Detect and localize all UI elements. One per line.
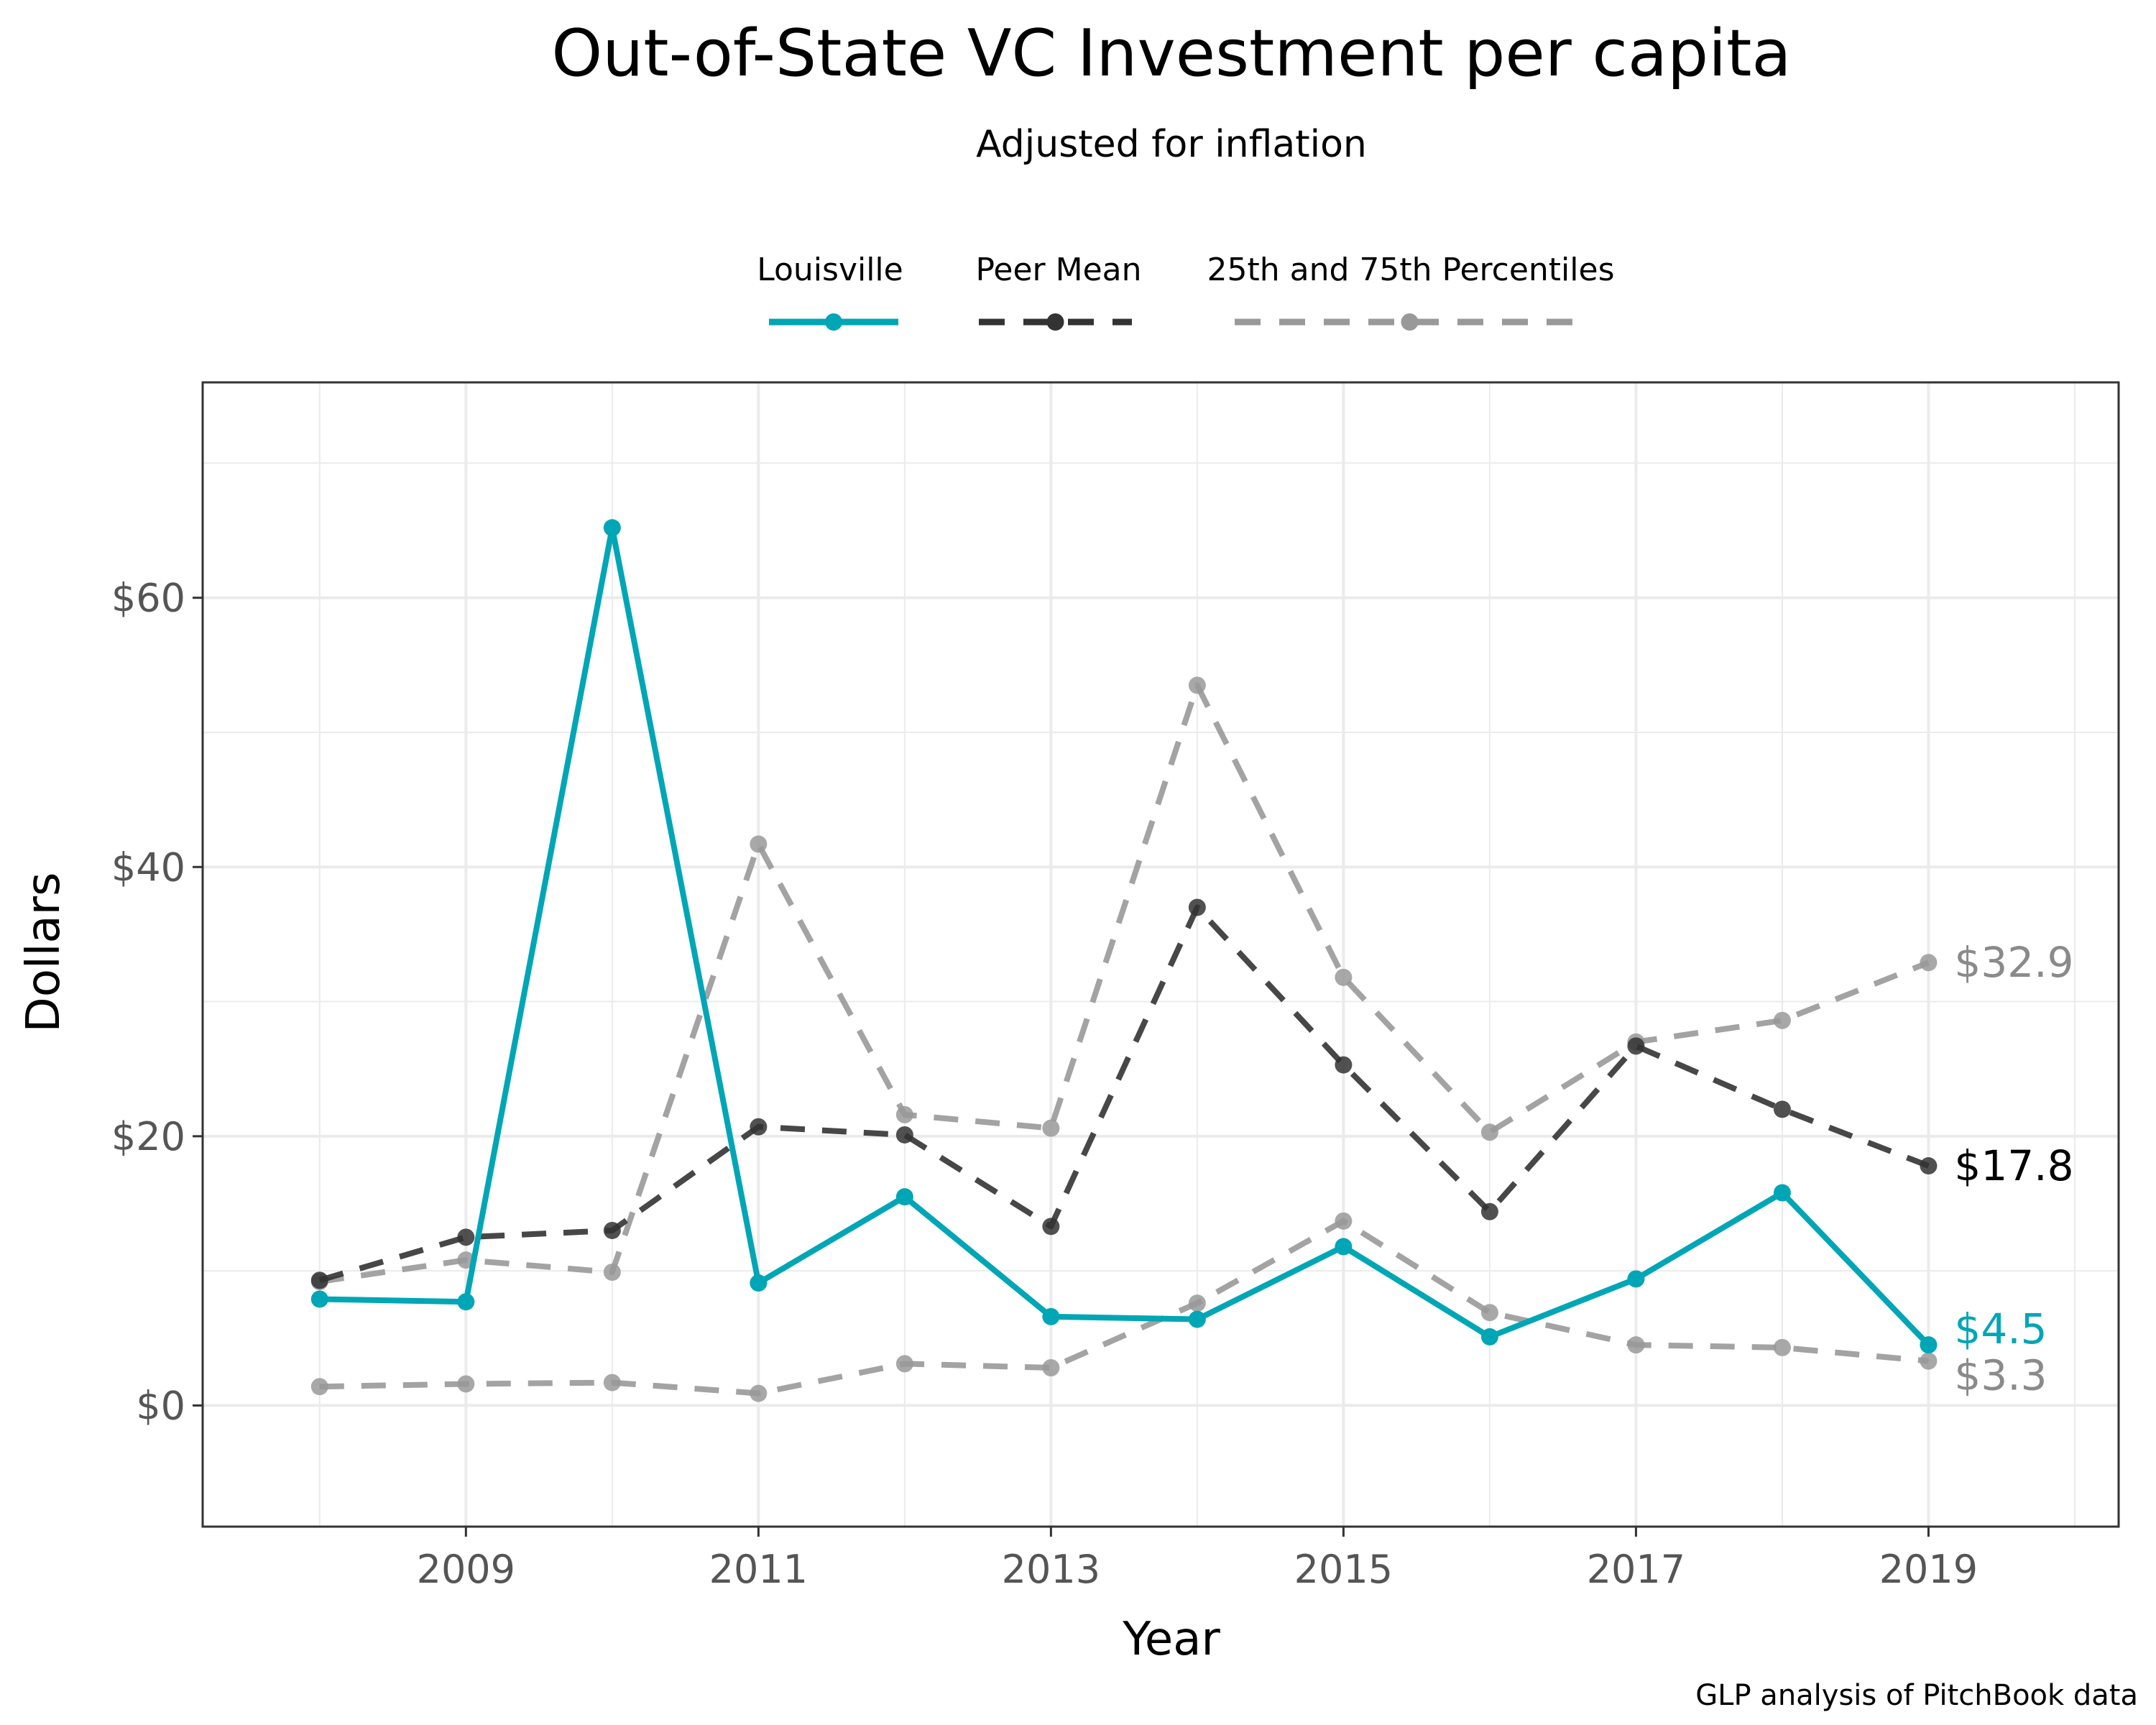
data-point-louisville [1335,1238,1353,1256]
end-label-p75: $32.9 [1954,938,2073,987]
data-point-p25 [1920,1352,1938,1370]
data-point-mean [1480,1202,1498,1220]
series-line-mean [318,904,1930,1284]
data-point-p75 [895,1105,913,1123]
data-point-louisville [1920,1336,1938,1354]
data-point-louisville [1773,1184,1791,1202]
x-axis-title: Year [1122,1613,1220,1666]
chart-title: Out-of-State VC Investment per capita [551,16,1791,91]
data-point-louisville [750,1274,768,1292]
data-point-p25 [1188,1294,1206,1312]
data-point-p75 [750,835,768,853]
data-point-louisville [1627,1270,1645,1288]
data-point-p75 [603,1264,621,1282]
data-point-mean [1627,1037,1645,1055]
series-p75 [310,676,1938,1291]
data-point-mean [1920,1157,1938,1175]
series-mean [310,898,1938,1289]
chart-subtitle: Adjusted for inflation [976,123,1367,166]
end-label-mean: $17.8 [1954,1141,2073,1190]
data-point-p25 [457,1375,475,1393]
data-point-p75 [1920,954,1938,972]
end-labels: $32.9 $3.3 $17.8 $4.5 [1954,938,2073,1399]
y-tick-label: $40 [111,845,185,890]
series-line-louisville [319,525,1931,1347]
legend-label: 25th and 75th Percentiles [1207,252,1615,288]
legend-label: Peer Mean [975,252,1141,288]
end-label-louisville: $4.5 [1954,1305,2047,1353]
data-point-p25 [1773,1338,1791,1356]
data-point-p75 [1188,676,1206,694]
data-point-louisville [1480,1328,1498,1346]
y-tick-label: $20 [111,1114,185,1159]
data-point-p25 [895,1355,913,1373]
data-point-p75 [1042,1119,1060,1137]
x-axis: 2009 2011 2013 2015 2017 2019 [417,1527,1978,1592]
series-p25 [310,1212,1938,1402]
data-point-mean [1773,1100,1791,1118]
data-point-p75 [1480,1123,1498,1141]
x-tick-label: 2017 [1587,1547,1685,1592]
data-point-mean [750,1118,768,1136]
data-point-p25 [1480,1304,1498,1322]
data-point-mean [1335,1056,1353,1074]
data-point-p25 [603,1374,621,1392]
data-point-p25 [1042,1358,1060,1376]
series-line-p75 [319,682,1930,1285]
x-tick-label: 2019 [1879,1547,1978,1592]
series-layer [310,519,1938,1402]
data-point-p75 [1773,1011,1791,1029]
x-tick-label: 2009 [417,1547,515,1592]
plot-border [201,381,2120,1528]
x-tick-label: 2011 [709,1547,808,1592]
data-point-p25 [750,1384,768,1402]
y-tick-label: $60 [111,576,185,621]
legend-item: Louisville [757,252,903,331]
series-line-p25 [319,1218,1929,1397]
data-point-mean [895,1126,913,1144]
x-tick-label: 2013 [1002,1547,1100,1592]
y-axis: $0 $20 $40 $60 [111,576,203,1428]
data-point-louisville [895,1188,913,1206]
legend-marker [1046,313,1064,331]
data-point-p75 [1335,968,1353,986]
end-label-p25: $3.3 [1954,1351,2047,1400]
data-point-louisville [1188,1310,1206,1328]
data-point-louisville [457,1293,475,1311]
legend: Louisville Peer Mean 25th and 75th Percent… [757,252,1615,331]
legend-marker [1401,313,1419,331]
data-point-mean [603,1221,621,1239]
data-point-mean [1042,1218,1060,1236]
y-axis-title: Dollars [17,873,70,1033]
data-point-mean [1188,898,1206,916]
legend-item: Peer Mean [975,252,1142,331]
series-louisville [310,519,1938,1354]
data-point-p25 [1627,1336,1645,1354]
data-point-p25 [1335,1212,1353,1230]
caption: GLP analysis of PitchBook data [1695,1679,2138,1712]
y-tick-label: $0 [136,1383,185,1428]
grid [203,382,2119,1527]
legend-marker [825,313,842,331]
data-point-mean [310,1271,328,1289]
data-point-louisville [1042,1307,1060,1325]
data-point-mean [457,1228,475,1246]
data-point-p25 [310,1378,328,1396]
legend-label: Louisville [757,252,903,288]
legend-item: 25th and 75th Percentiles [1207,252,1615,331]
data-point-louisville [603,519,621,537]
x-tick-label: 2015 [1294,1547,1393,1592]
data-point-louisville [310,1290,328,1308]
